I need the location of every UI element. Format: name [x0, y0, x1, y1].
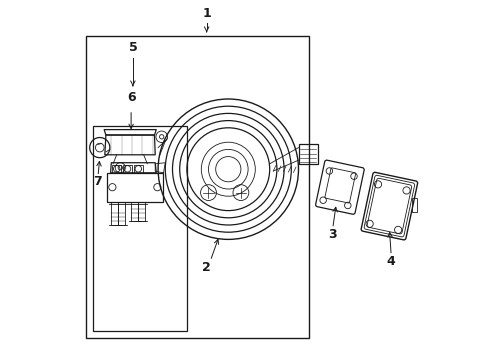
Bar [112, 165, 121, 173]
Text: 5: 5 [128, 41, 137, 54]
Text: 3: 3 [328, 228, 336, 241]
Bar [134, 165, 142, 173]
Bar [86, 36, 309, 338]
Text: 6: 6 [126, 91, 135, 104]
Bar [107, 173, 163, 202]
Bar [118, 202, 125, 225]
Bar [138, 202, 145, 221]
Bar [93, 126, 186, 331]
Text: 7: 7 [93, 175, 102, 188]
Text: 1: 1 [202, 7, 211, 20]
Bar [110, 202, 118, 225]
Bar [131, 202, 138, 221]
Text: 4: 4 [386, 255, 395, 268]
Bar [123, 165, 132, 173]
Bar [411, 198, 416, 212]
Bar [298, 144, 318, 164]
Text: 2: 2 [202, 261, 211, 274]
